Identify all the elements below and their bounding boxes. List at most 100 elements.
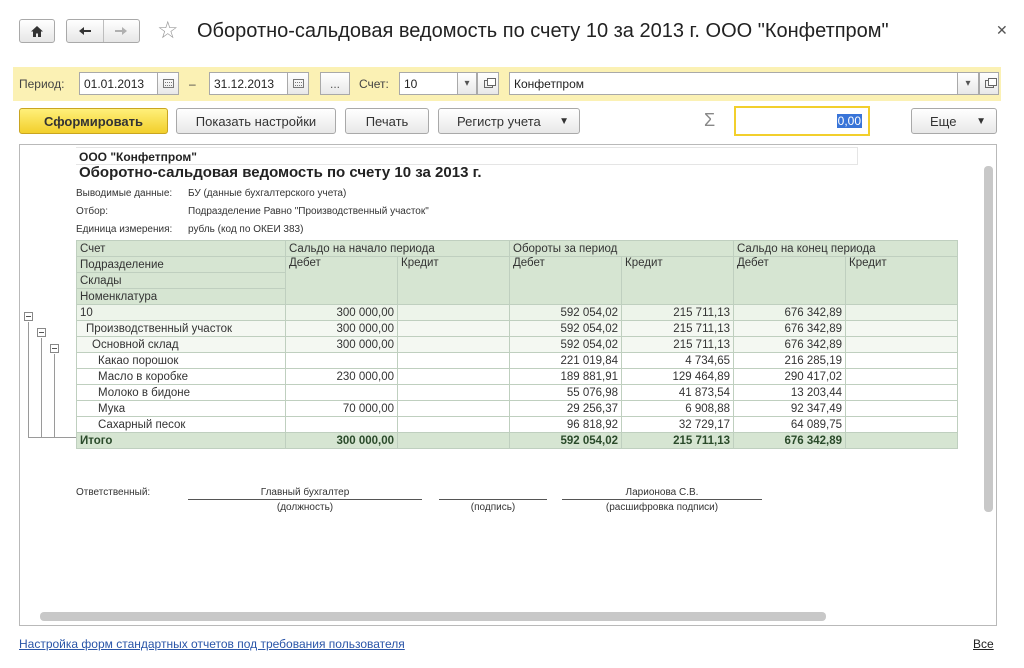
cell-open-debit: 70 000,00	[285, 400, 398, 417]
collapse-icon[interactable]	[50, 344, 59, 353]
row-name: Основной склад	[76, 336, 286, 353]
name-caption: (расшифровка подписи)	[605, 502, 719, 513]
cell-close-credit	[845, 352, 958, 369]
date-to-input[interactable]: 31.12.2013	[209, 72, 297, 95]
more-button[interactable]: Еще ▼	[911, 108, 997, 134]
history-nav	[66, 19, 140, 43]
tree-line	[41, 338, 42, 438]
cell-open-debit: 230 000,00	[285, 368, 398, 385]
cell-turn-credit: 215 711,13	[621, 336, 734, 353]
back-button[interactable]	[67, 20, 103, 42]
account-input[interactable]: 10	[399, 72, 459, 95]
table-row[interactable]: Какао порошок 221 019,84 4 734,65 216 28…	[76, 352, 958, 369]
cell-close-credit	[845, 304, 958, 321]
open-window-icon	[984, 77, 997, 88]
cell-turn-debit: 592 054,02	[509, 304, 622, 321]
account-label: Счет:	[359, 77, 389, 91]
home-icon	[31, 25, 43, 37]
cell-close-debit: 92 347,49	[733, 400, 846, 417]
report-settings-link[interactable]: Настройка форм стандартных отчетов под т…	[19, 637, 405, 651]
generate-button[interactable]: Сформировать	[19, 108, 168, 134]
cell-close-debit: 64 089,75	[733, 416, 846, 433]
cell-turn-credit: 129 464,89	[621, 368, 734, 385]
cell-turn-debit: 221 019,84	[509, 352, 622, 369]
table-row[interactable]: Мука 70 000,00 29 256,37 6 908,88 92 347…	[76, 400, 958, 417]
cell-open-credit	[397, 368, 510, 385]
cell-close-credit	[845, 336, 958, 353]
cell-turn-debit: 189 881,91	[509, 368, 622, 385]
header-warehouses: Склады	[76, 272, 286, 289]
period-select-button[interactable]: ...	[320, 72, 350, 95]
cell-close-credit	[845, 368, 958, 385]
show-settings-button[interactable]: Показать настройки	[176, 108, 336, 134]
close-icon[interactable]: ✕	[996, 22, 1008, 38]
header-department: Подразделение	[76, 256, 286, 273]
cell-close-debit: 13 203,44	[733, 384, 846, 401]
cell-close-debit: 676 342,89	[733, 336, 846, 353]
table-row[interactable]: Основной склад 300 000,00 592 054,02 215…	[76, 336, 958, 353]
tree-line	[54, 354, 55, 438]
chevron-down-icon: ▼	[976, 115, 986, 127]
home-button[interactable]	[19, 19, 55, 43]
collapse-icon[interactable]	[24, 312, 33, 321]
table-row[interactable]: Производственный участок 300 000,00 592 …	[76, 320, 958, 337]
header-closing: Сальдо на конец периода	[733, 240, 958, 257]
date-from-input[interactable]: 01.01.2013	[79, 72, 167, 95]
header-credit: Кредит	[621, 256, 734, 305]
table-row[interactable]: Сахарный песок 96 818,92 32 729,17 64 08…	[76, 416, 958, 433]
sum-value: 0,00	[836, 114, 862, 128]
cell-open-debit: 300 000,00	[285, 320, 398, 337]
date-from-calendar-button[interactable]	[157, 72, 179, 95]
cell-turn-debit: 29 256,37	[509, 400, 622, 417]
row-name: Какао порошок	[76, 352, 286, 369]
forward-button[interactable]	[102, 20, 140, 42]
all-link[interactable]: Все	[973, 637, 994, 651]
total-row[interactable]: Итого 300 000,00 592 054,02 215 711,13 6…	[76, 432, 958, 449]
collapse-icon[interactable]	[37, 328, 46, 337]
date-to-calendar-button[interactable]	[287, 72, 309, 95]
cell-open-credit	[397, 400, 510, 417]
report-title: Оборотно-сальдовая ведомость по счету 10…	[79, 164, 482, 181]
sum-field[interactable]: 0,00	[734, 106, 870, 136]
header-credit: Кредит	[845, 256, 958, 305]
vertical-scrollbar[interactable]	[984, 166, 993, 512]
total-open-credit	[397, 432, 510, 449]
organization-dropdown-button[interactable]: ▾	[957, 72, 979, 95]
organization-open-button[interactable]	[979, 72, 999, 95]
cell-close-debit: 676 342,89	[733, 304, 846, 321]
period-label: Период:	[19, 77, 65, 91]
header-debit: Дебет	[285, 256, 398, 305]
row-name: Производственный участок	[76, 320, 286, 337]
cell-open-debit: 300 000,00	[285, 304, 398, 321]
register-label: Регистр учета	[457, 113, 541, 129]
account-dropdown-button[interactable]: ▾	[457, 72, 477, 95]
cell-turn-credit: 6 908,88	[621, 400, 734, 417]
tree-line	[28, 437, 76, 438]
horizontal-scrollbar[interactable]	[40, 612, 826, 621]
cell-close-debit: 216 285,19	[733, 352, 846, 369]
total-close-debit: 676 342,89	[733, 432, 846, 449]
print-button[interactable]: Печать	[345, 108, 429, 134]
account-open-button[interactable]	[477, 72, 499, 95]
calendar-icon	[162, 79, 174, 88]
total-close-credit	[845, 432, 958, 449]
cell-close-credit	[845, 400, 958, 417]
header-debit: Дебет	[509, 256, 622, 305]
cell-open-debit	[285, 352, 398, 369]
table-row[interactable]: Молоко в бидоне 55 076,98 41 873,54 13 2…	[76, 384, 958, 401]
star-icon[interactable]: ☆	[157, 17, 179, 44]
total-name: Итого	[76, 432, 286, 449]
meta-label: Отбор:	[76, 206, 108, 217]
cell-close-debit: 290 417,02	[733, 368, 846, 385]
organization-input[interactable]: Конфетпром	[509, 72, 985, 95]
register-button[interactable]: Регистр учета ▼	[438, 108, 580, 134]
table-row[interactable]: Масло в коробке 230 000,00 189 881,91 12…	[76, 368, 958, 385]
cell-open-credit	[397, 384, 510, 401]
cell-turn-credit: 4 734,65	[621, 352, 734, 369]
meta-value: рубль (код по ОКЕИ 383)	[188, 224, 304, 235]
row-name: 10	[76, 304, 286, 321]
responsible-label: Ответственный:	[76, 487, 151, 498]
row-name: Мука	[76, 400, 286, 417]
table-row[interactable]: 10 300 000,00 592 054,02 215 711,13 676 …	[76, 304, 958, 321]
open-window-icon	[483, 77, 496, 88]
